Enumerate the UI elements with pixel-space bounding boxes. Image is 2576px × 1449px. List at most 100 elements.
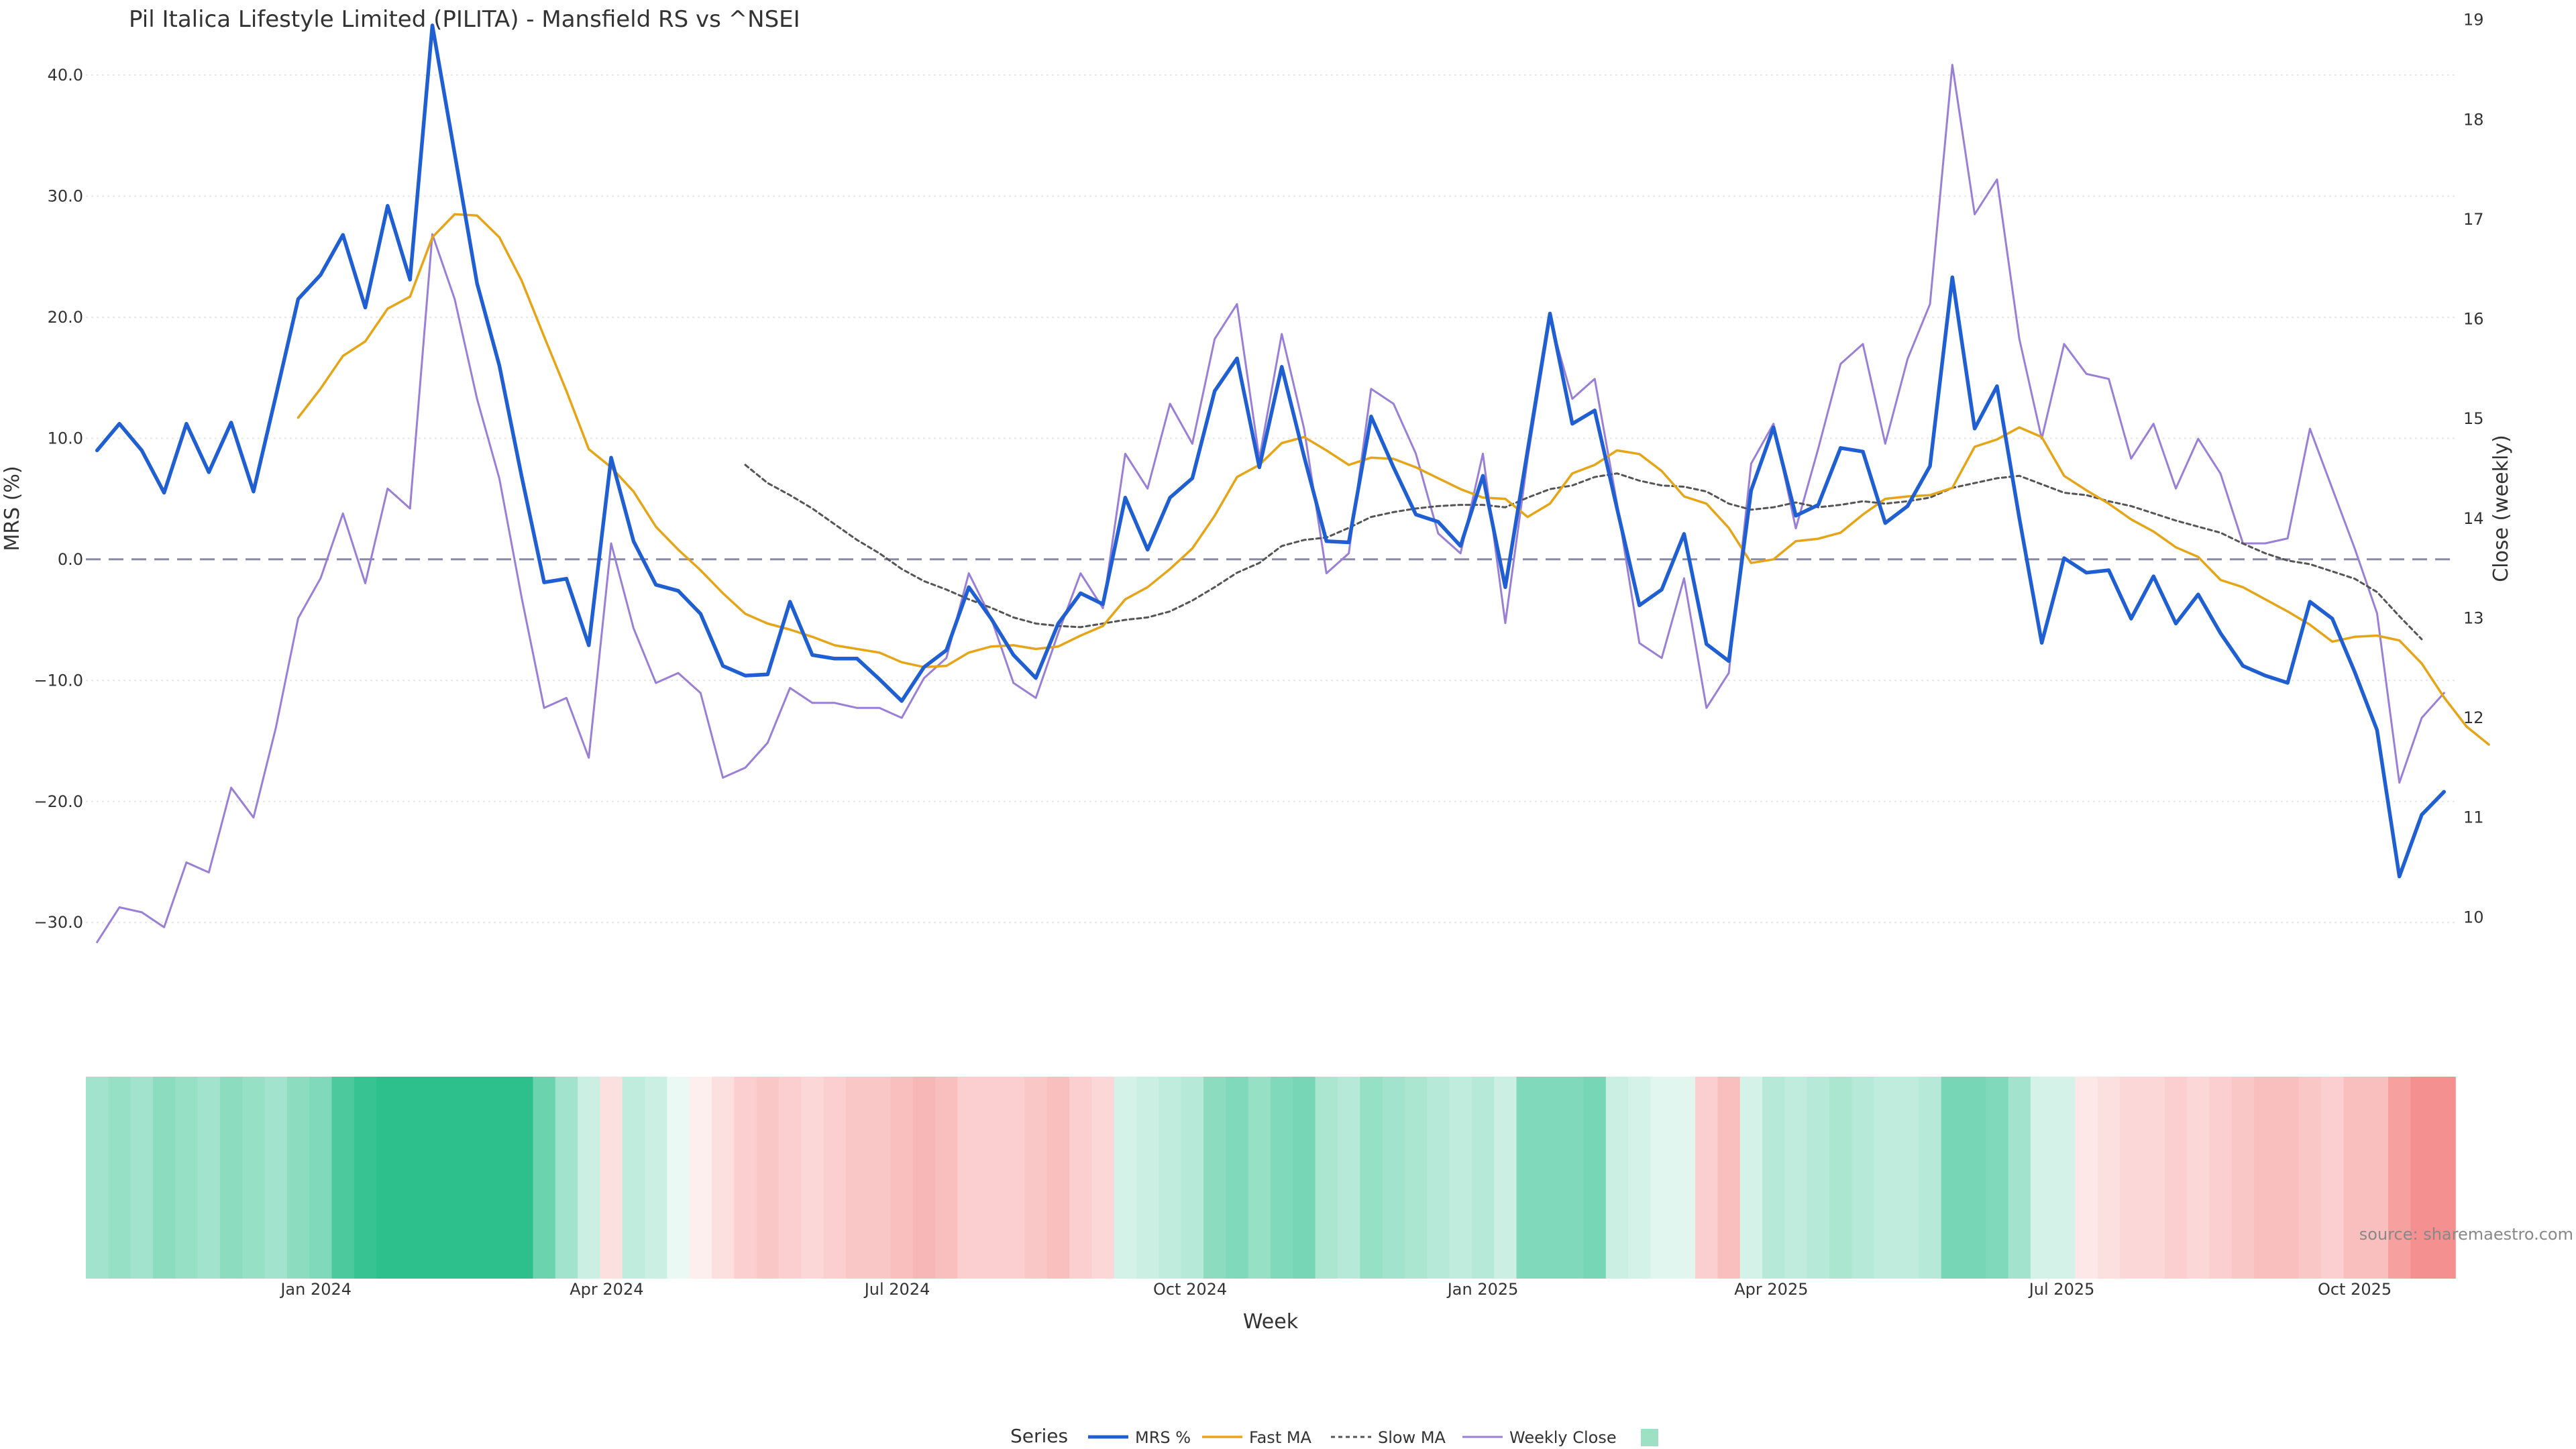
heatmap-cell	[264, 1077, 288, 1279]
heatmap-cell	[309, 1077, 333, 1279]
x-tick-label: Apr 2025	[1734, 1280, 1808, 1299]
heatmap-cell	[2388, 1077, 2412, 1279]
x-axis-ticks: Jan 2024 Apr 2024 Jul 2024 Oct 2024 Jan 2025…	[279, 1280, 2392, 1299]
right-tick-label: 16	[2463, 310, 2484, 329]
series-line-fast-ma	[297, 213, 2490, 746]
left-tick-label: −30.0	[34, 913, 83, 932]
left-tick-label: 20.0	[48, 308, 83, 327]
heatmap-cell	[778, 1077, 802, 1279]
x-tick-label: Jul 2025	[2028, 1280, 2095, 1299]
heatmap-cell	[2097, 1077, 2121, 1279]
heatmap-cell	[756, 1077, 780, 1279]
heatmap-cell	[1002, 1077, 1026, 1279]
heatmap-cell	[1271, 1077, 1294, 1279]
heatmap-cell	[1963, 1077, 1987, 1279]
right-tick-label: 17	[2463, 210, 2484, 229]
heatmap-cell	[645, 1077, 668, 1279]
legend-title: Series	[1010, 1425, 1068, 1447]
heatmap-cell	[511, 1077, 534, 1279]
heatmap-cell	[845, 1077, 869, 1279]
series-line-mrs-	[95, 23, 2447, 879]
heatmap-cell	[1672, 1077, 1696, 1279]
heatmap-cell	[175, 1077, 199, 1279]
heatmap-cell	[2410, 1077, 2434, 1279]
heatmap-cell	[667, 1077, 690, 1279]
left-tick-label: 30.0	[48, 186, 83, 205]
x-tick-label: Oct 2024	[1153, 1280, 1227, 1299]
heatmap-cell	[1583, 1077, 1607, 1279]
heatmap-cell	[1293, 1077, 1316, 1279]
x-axis-title: Week	[1243, 1310, 1299, 1334]
heatmap-cell	[2231, 1077, 2255, 1279]
gridlines	[86, 74, 2455, 924]
heatmap-cell	[376, 1077, 400, 1279]
heatmap-cell	[1181, 1077, 1204, 1279]
heatmap-cell	[1986, 1077, 2009, 1279]
heatmap-cell	[1538, 1077, 1562, 1279]
heatmap-cell	[1650, 1077, 1674, 1279]
heatmap-cell	[2120, 1077, 2143, 1279]
legend-label: Fast MA	[1249, 1428, 1312, 1447]
heatmap-cell	[1628, 1077, 1652, 1279]
heatmap-cell	[1315, 1077, 1338, 1279]
heatmap-cell	[734, 1077, 757, 1279]
heatmap-cell	[219, 1077, 244, 1279]
heatmap-cell	[488, 1077, 511, 1279]
heatmap-cell	[979, 1077, 1003, 1279]
heatmap-band	[86, 1077, 2456, 1279]
right-tick-label: 14	[2463, 509, 2484, 528]
right-axis-ticks: 19 18 17 16 15 14 13 12 11 10	[2463, 11, 2484, 927]
source-note: source: sharemaestro.com	[2359, 1225, 2573, 1244]
heatmap-cell	[1739, 1077, 1763, 1279]
heatmap-cell	[957, 1077, 981, 1279]
left-tick-label: 40.0	[48, 66, 83, 85]
heatmap-cell	[2053, 1077, 2076, 1279]
y-axis-title: MRS (%)	[1, 466, 24, 551]
heatmap-cell	[1874, 1077, 1897, 1279]
right-tick-label: 10	[2463, 908, 2484, 926]
heatmap-cell	[2008, 1077, 2031, 1279]
heatmap-cell	[466, 1077, 489, 1279]
x-tick-label: Oct 2025	[2318, 1280, 2392, 1299]
heatmap-cell	[1114, 1077, 1137, 1279]
heatmap-cell	[1159, 1077, 1182, 1279]
heatmap-cell	[823, 1077, 847, 1279]
legend: Series MRS % Fast MA Slow MA Weekly Close	[1010, 1425, 1658, 1447]
heatmap-cell	[2142, 1077, 2165, 1279]
left-axis-ticks: 40.0 30.0 20.0 10.0 0.0 −10.0 −20.0 −30.0	[34, 66, 83, 932]
right-tick-label: 12	[2463, 708, 2484, 727]
right-tick-label: 19	[2463, 11, 2484, 30]
heatmap-cell	[1717, 1077, 1741, 1279]
series-line-weekly-close	[96, 64, 2445, 943]
heatmap-cell	[1561, 1077, 1585, 1279]
heatmap-cell	[398, 1077, 422, 1279]
heatmap-cell	[2365, 1077, 2389, 1279]
heatmap-cell	[2276, 1077, 2300, 1279]
heatmap-cell	[1091, 1077, 1115, 1279]
legend-label: MRS %	[1135, 1428, 1191, 1447]
heatmap-cell	[1404, 1077, 1428, 1279]
right-tick-label: 18	[2463, 110, 2484, 129]
series-lines	[95, 23, 2490, 943]
heatmap-cell	[108, 1077, 131, 1279]
heatmap-cell	[1919, 1077, 1942, 1279]
y2-axis-title: Close (weekly)	[2489, 435, 2513, 582]
heatmap-cell	[286, 1077, 311, 1279]
heatmap-cell	[555, 1077, 578, 1279]
heatmap-cell	[1449, 1077, 1472, 1279]
x-tick-label: Jan 2025	[1446, 1280, 1519, 1299]
heatmap-cell	[1896, 1077, 1920, 1279]
heatmap-cell	[354, 1077, 377, 1279]
heatmap-cell	[2030, 1077, 2054, 1279]
heatmap-cell	[2298, 1077, 2322, 1279]
heatmap-cell	[1829, 1077, 1853, 1279]
left-tick-label: −10.0	[34, 671, 83, 690]
heatmap-cell	[1784, 1077, 1808, 1279]
chart-title: Pil Italica Lifestyle Limited (PILITA) -…	[129, 6, 800, 33]
heatmap-cell	[1360, 1077, 1383, 1279]
heatmap-cell	[868, 1077, 892, 1279]
heatmap-cell	[86, 1077, 109, 1279]
x-tick-label: Jan 2024	[279, 1280, 352, 1299]
legend-heatmap-swatch	[1641, 1429, 1658, 1446]
heatmap-cell	[1695, 1077, 1719, 1279]
